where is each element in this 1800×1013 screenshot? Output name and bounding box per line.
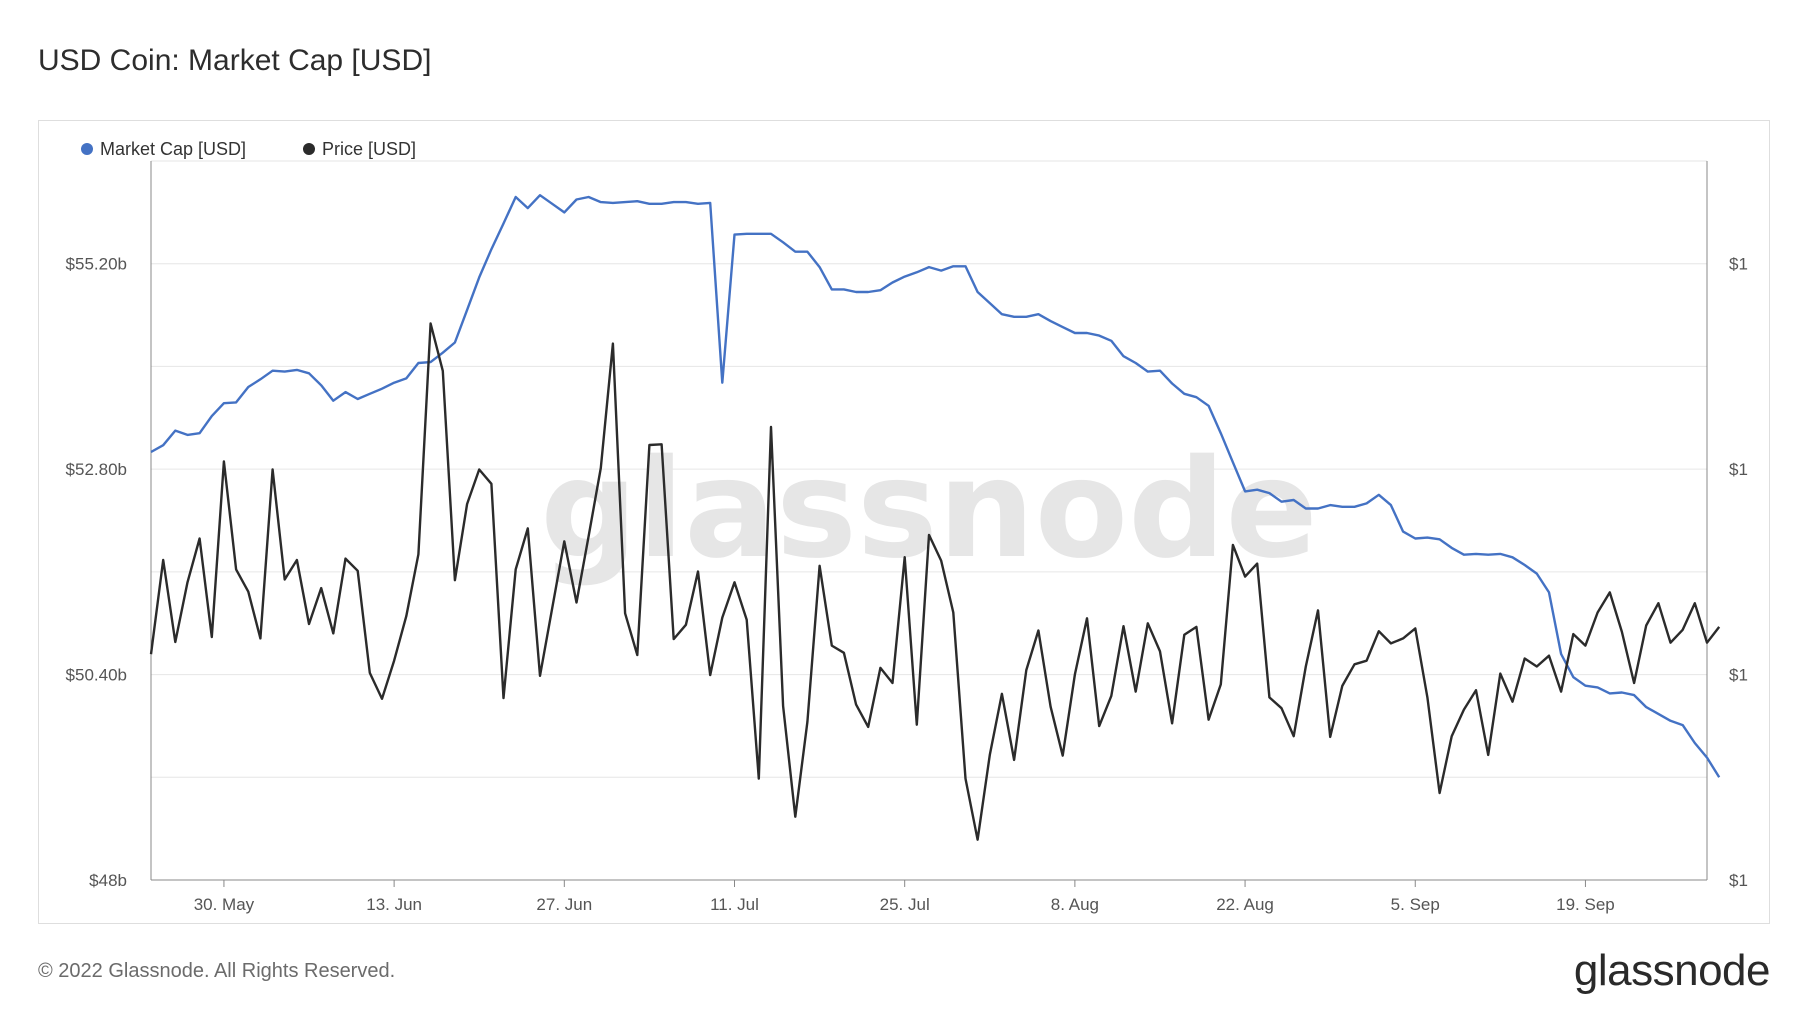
y-right-tick-label: $1 bbox=[1729, 871, 1748, 890]
legend-label: Market Cap [USD] bbox=[100, 139, 246, 159]
x-tick-label: 22. Aug bbox=[1216, 895, 1274, 914]
x-tick-label: 19. Sep bbox=[1556, 895, 1615, 914]
copyright-text: © 2022 Glassnode. All Rights Reserved. bbox=[38, 960, 396, 982]
x-tick-label: 25. Jul bbox=[880, 895, 930, 914]
y-left-tick-label: $50.40b bbox=[66, 666, 127, 685]
x-tick-label: 8. Aug bbox=[1051, 895, 1099, 914]
y-right-tick-label: $1 bbox=[1729, 666, 1748, 685]
chart-title: USD Coin: Market Cap [USD] bbox=[38, 44, 432, 77]
y-left-tick-label: $48b bbox=[89, 871, 127, 890]
y-right-tick-label: $1 bbox=[1729, 255, 1748, 274]
watermark-text: glassnode bbox=[540, 431, 1317, 589]
x-tick-label: 5. Sep bbox=[1391, 895, 1440, 914]
legend-marker bbox=[303, 143, 315, 155]
legend-label: Price [USD] bbox=[322, 139, 416, 159]
legend-marker bbox=[81, 143, 93, 155]
glassnode-logo: glassnode bbox=[1573, 946, 1771, 995]
x-tick-label: 11. Jul bbox=[710, 895, 759, 914]
market-cap-chart: glassnode $48b $50.40b $52.80b $55.20b $1 $1 $1… bbox=[66, 139, 1748, 914]
y-left-tick-label: $55.20b bbox=[66, 255, 127, 274]
x-tick-label: 30. May bbox=[194, 895, 255, 914]
chart-panel: glassnode $48b $50.40b $52.80b $55.20b $1 $1 $1… bbox=[38, 120, 1770, 924]
x-tick-label: 27. Jun bbox=[536, 895, 592, 914]
y-right-tick-label: $1 bbox=[1729, 460, 1748, 479]
y-left-tick-label: $52.80b bbox=[66, 460, 127, 479]
x-tick-label: 13. Jun bbox=[366, 895, 422, 914]
price-series-line bbox=[149, 322, 1721, 841]
market-cap-series-line bbox=[150, 193, 1721, 778]
